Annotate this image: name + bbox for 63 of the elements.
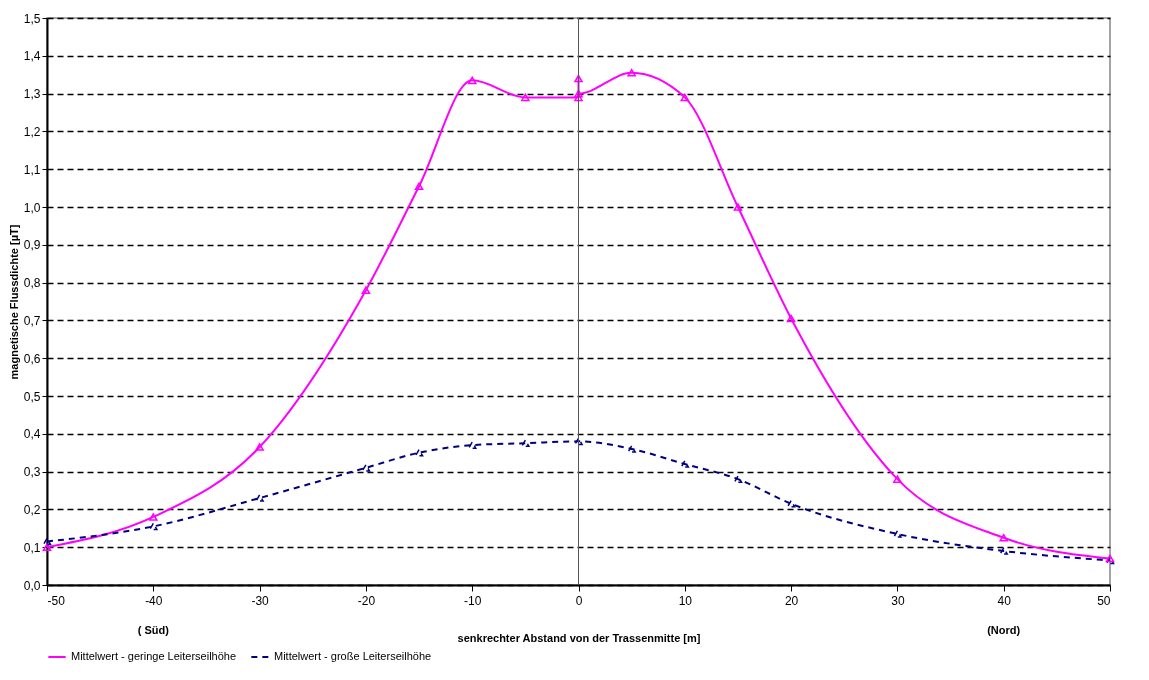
y-tick-label: 0,8 xyxy=(23,276,41,291)
x-tick-label: -10 xyxy=(464,593,482,608)
y-tick-label: 0,6 xyxy=(23,351,41,366)
y-tick-label: 0,5 xyxy=(23,389,41,404)
y-tick-label: 1,4 xyxy=(23,49,41,64)
point xyxy=(574,437,583,446)
point xyxy=(893,530,902,538)
y-tick-label: 1,5 xyxy=(23,11,41,26)
y-tick-label: 1,2 xyxy=(23,124,41,139)
x-tick-label: -50 xyxy=(47,593,66,608)
point xyxy=(733,475,743,483)
point xyxy=(999,547,1008,555)
text: ( Süd) xyxy=(137,624,170,636)
point xyxy=(574,93,583,102)
x-tick-label: -20 xyxy=(357,593,376,608)
point xyxy=(574,74,583,83)
point xyxy=(149,513,158,521)
x-axis-title: senkrechter Abstand von der Trassenmitte [m] xyxy=(457,631,701,644)
y-tick-label: 0,2 xyxy=(23,502,41,517)
y-tick-label: 0,1 xyxy=(23,540,41,555)
y-tick-label: 0,7 xyxy=(23,313,41,328)
point xyxy=(467,76,477,85)
point xyxy=(255,443,264,451)
y-tick-label: 0,0 xyxy=(23,578,41,593)
point xyxy=(414,448,424,457)
point xyxy=(627,445,636,453)
point xyxy=(574,89,583,98)
y-tick-label: 1,1 xyxy=(23,162,41,177)
point xyxy=(680,93,690,102)
y-axis-title: magnetische Flussdichte [µT] xyxy=(7,224,20,380)
point xyxy=(149,522,158,531)
x-tick-label: 40 xyxy=(997,593,1012,608)
y-tick-label: 1,0 xyxy=(23,200,41,215)
point xyxy=(786,314,796,323)
point xyxy=(361,464,371,472)
y-tick-label: 1,3 xyxy=(23,87,41,102)
point xyxy=(255,494,264,502)
point xyxy=(42,537,52,546)
y-tick-label: 0,3 xyxy=(23,465,41,480)
x-tick-label: 50 xyxy=(1097,593,1111,608)
legend-label: Mittelwert - große Leiterseilhöhe xyxy=(274,650,432,662)
point xyxy=(361,286,371,294)
y-tick-label: 0,9 xyxy=(23,238,41,253)
x-tick-label: 10 xyxy=(678,593,693,608)
point xyxy=(42,543,52,552)
x-tick-label: 20 xyxy=(784,593,799,608)
point xyxy=(999,533,1008,542)
text: (Nord) xyxy=(987,624,1021,636)
y-tick-label: 0,4 xyxy=(23,427,41,442)
legend-label: Mittelwert - geringe Leiterseilhöhe xyxy=(71,650,237,662)
x-tick-label: 0 xyxy=(575,593,583,608)
point xyxy=(521,93,530,102)
point xyxy=(627,69,636,77)
point xyxy=(414,182,424,191)
x-tick-label: 30 xyxy=(891,593,905,608)
point xyxy=(680,460,690,468)
point xyxy=(733,203,743,211)
point xyxy=(521,439,530,448)
point xyxy=(893,475,902,483)
x-tick-label: -30 xyxy=(251,593,270,608)
point xyxy=(786,499,796,508)
x-tick-label: -40 xyxy=(145,593,163,608)
point xyxy=(467,441,477,449)
